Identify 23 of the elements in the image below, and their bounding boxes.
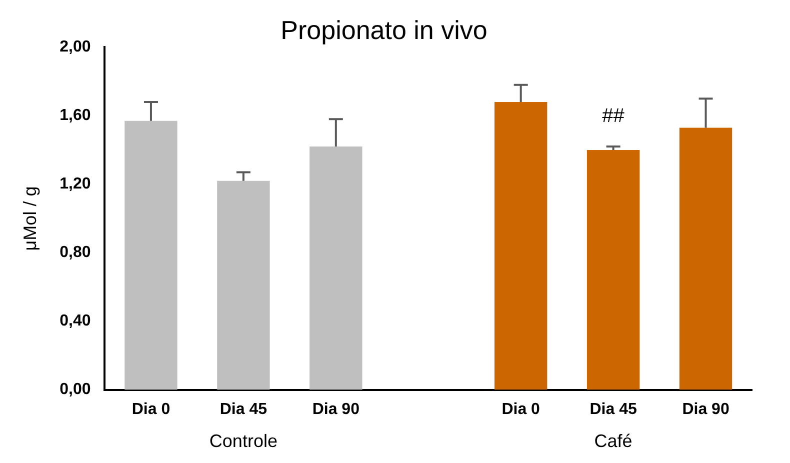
x-tick-label: Dia 45	[220, 400, 268, 418]
y-tick-label: 1,20	[60, 176, 91, 193]
text: Café	[594, 430, 632, 451]
y-axis-title: μMol / g	[20, 186, 40, 251]
x-tick-label: Dia 90	[312, 400, 360, 418]
bar	[310, 146, 362, 390]
data-label: ##	[602, 105, 626, 128]
bar	[217, 180, 270, 390]
bar	[586, 150, 640, 390]
x-tick-label: Dia 90	[682, 400, 730, 418]
x-tick-label: Dia 0	[132, 400, 170, 418]
y-tick-label: 0,40	[60, 312, 91, 330]
x-tick-label: Dia 45	[590, 400, 637, 418]
chart-title: Propionato in vivo	[280, 14, 488, 45]
y-tick-label: 2,00	[60, 38, 91, 56]
bar	[679, 128, 732, 390]
x-tick-label: Dia 0	[502, 400, 540, 418]
y-tick-label: 1,60	[60, 107, 91, 124]
bar	[494, 102, 548, 390]
y-tick-label: 0,00	[60, 381, 91, 398]
text: Controle	[209, 430, 278, 451]
y-tick-label: 0,80	[60, 244, 91, 262]
bar	[124, 120, 178, 390]
